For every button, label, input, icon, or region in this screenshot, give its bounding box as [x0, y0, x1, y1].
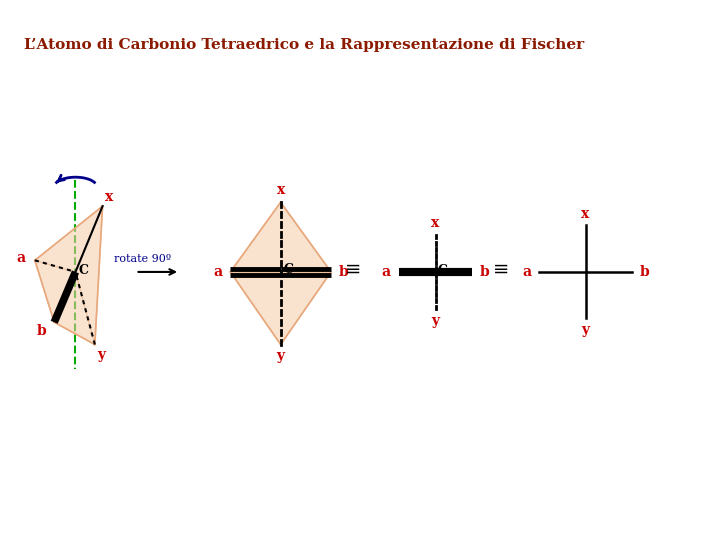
Text: C: C	[78, 264, 89, 276]
Polygon shape	[230, 272, 331, 345]
Text: a: a	[213, 265, 222, 279]
Text: ≡: ≡	[345, 261, 361, 279]
Text: b: b	[480, 265, 490, 279]
Text: y: y	[96, 348, 105, 362]
Text: a: a	[382, 265, 391, 279]
Text: a: a	[522, 265, 531, 279]
Text: rotate 90º: rotate 90º	[114, 254, 171, 264]
Polygon shape	[230, 202, 331, 272]
Text: y: y	[276, 349, 284, 363]
Text: a: a	[16, 252, 25, 265]
Polygon shape	[35, 206, 102, 345]
Text: x: x	[276, 184, 285, 198]
Text: x: x	[106, 190, 114, 204]
Text: C: C	[284, 262, 294, 275]
Text: x: x	[582, 207, 590, 221]
Text: ≡: ≡	[493, 261, 510, 279]
Text: C: C	[438, 264, 447, 276]
Text: b: b	[37, 324, 47, 338]
Text: y: y	[582, 323, 590, 337]
Text: L’Atomo di Carbonio Tetraedrico e la Rappresentazione di Fischer: L’Atomo di Carbonio Tetraedrico e la Rap…	[24, 38, 585, 52]
Text: x: x	[431, 217, 440, 231]
Text: y: y	[431, 314, 440, 328]
Text: b: b	[338, 265, 348, 279]
Text: b: b	[640, 265, 649, 279]
